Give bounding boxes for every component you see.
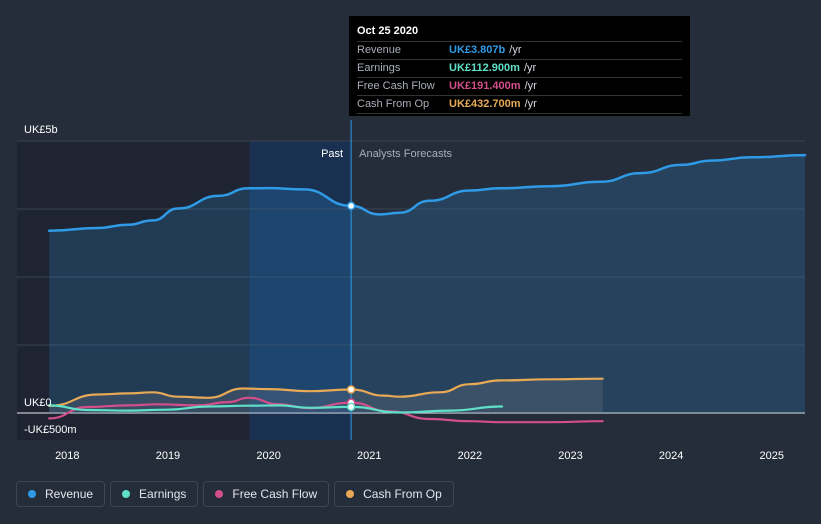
tooltip-value: UK£432.700m bbox=[449, 98, 521, 110]
legend-dot-icon bbox=[346, 490, 355, 498]
tooltip-unit: /yr bbox=[509, 44, 522, 56]
x-axis-label: 2018 bbox=[55, 450, 79, 462]
tooltip-label: Earnings bbox=[357, 62, 401, 74]
legend-label: Cash From Op bbox=[363, 487, 442, 501]
tooltip-value: UK£191.400m bbox=[449, 80, 521, 92]
x-axis-label: 2019 bbox=[156, 450, 180, 462]
x-axis-label: 2023 bbox=[558, 450, 582, 462]
tooltip-unit: /yr bbox=[523, 62, 537, 74]
tooltip-value: UK£3.807b bbox=[449, 44, 506, 56]
x-axis-label: 2024 bbox=[659, 450, 683, 462]
cash-from-op-line bbox=[48, 377, 604, 407]
x-axis-label: 2021 bbox=[357, 450, 381, 462]
legend-label: Free Cash Flow bbox=[232, 487, 318, 501]
earnings-line bbox=[48, 404, 504, 414]
tooltip-value: UK£112.900m bbox=[449, 62, 520, 74]
legend-label: Earnings bbox=[139, 487, 187, 501]
tooltip-date: Oct 25 2020 bbox=[357, 25, 419, 37]
legend-item-earnings[interactable]: Earnings bbox=[110, 481, 199, 507]
legend-dot-icon bbox=[28, 490, 36, 498]
x-axis-label: 2022 bbox=[458, 450, 482, 462]
revenue-marker bbox=[346, 201, 356, 211]
tooltip-label: Revenue bbox=[357, 44, 402, 56]
tooltip-row-revenue: Revenue UK£3.807b /yr bbox=[357, 41, 682, 59]
revenue-line bbox=[47, 153, 807, 233]
tooltip-unit: /yr bbox=[524, 80, 537, 92]
cash-from-op-marker bbox=[346, 385, 356, 394]
legend-dot-icon bbox=[215, 490, 224, 498]
y-axis-label: -UK£500m bbox=[24, 424, 77, 436]
chart-legend: Revenue Earnings Free Cash Flow Cash Fro… bbox=[16, 481, 459, 507]
y-axis-label: UK£5b bbox=[24, 124, 58, 136]
chart-tooltip: Oct 25 2020 Revenue UK£3.807b /yr Earnin… bbox=[349, 16, 690, 116]
x-axis-label: 2025 bbox=[760, 450, 784, 462]
earnings-marker bbox=[346, 402, 356, 412]
tooltip-row-earnings: Earnings UK£112.900m /yr bbox=[357, 59, 682, 77]
y-axis-label: UK£0 bbox=[24, 397, 52, 409]
revenue-area bbox=[49, 155, 805, 413]
forecast-label: Analysts Forecasts bbox=[359, 148, 452, 160]
tooltip-row-free-cash-flow: Free Cash Flow UK£191.400m /yr bbox=[357, 77, 682, 95]
legend-label: Revenue bbox=[45, 487, 94, 501]
tooltip-unit: /yr bbox=[524, 98, 537, 110]
x-axis-label: 2020 bbox=[256, 450, 280, 462]
tooltip-label: Free Cash Flow bbox=[357, 80, 435, 92]
legend-item-free-cash-flow[interactable]: Free Cash Flow bbox=[203, 481, 330, 507]
legend-item-revenue[interactable]: Revenue bbox=[16, 481, 106, 507]
tooltip-label: Cash From Op bbox=[357, 98, 430, 110]
legend-item-cash-from-op[interactable]: Cash From Op bbox=[334, 481, 454, 507]
past-label: Past bbox=[321, 148, 343, 160]
tooltip-row-cash-from-op: Cash From Op UK£432.700m /yr bbox=[357, 95, 682, 114]
legend-dot-icon bbox=[122, 490, 131, 498]
